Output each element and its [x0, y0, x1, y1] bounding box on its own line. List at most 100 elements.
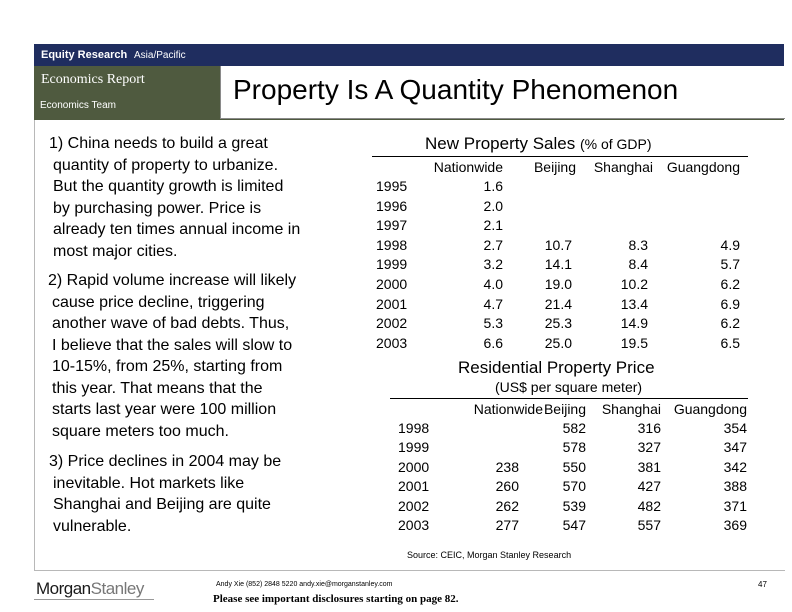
paragraph-line: by purchasing power. Price is	[53, 199, 262, 217]
table-cell: 277	[495, 517, 519, 533]
paragraph-line: 1) China needs to build a great	[49, 135, 268, 152]
row-year: 2001	[398, 478, 430, 495]
price-table-divider	[390, 398, 748, 399]
table-cell: 4.0	[483, 276, 503, 292]
paragraph-line: vulnerable.	[53, 517, 132, 535]
table-cell: 6.6	[483, 334, 503, 351]
table-cell: 8.3	[628, 236, 648, 253]
table-cell: 5.3	[483, 315, 503, 332]
top-banner: Equity Research Asia/Pacific	[34, 44, 784, 66]
analyst-contact: Andy Xie (852) 2848 5220 andy.xie@morgan…	[216, 581, 393, 588]
table-cell: 14.9	[620, 315, 648, 332]
table-cell: 3.2	[483, 256, 503, 273]
table-cell: 369	[723, 517, 747, 533]
table-cell: 2.0	[483, 197, 503, 214]
sales-table: Nationwide Beijing Shanghai Guangdong 1995 1.…	[372, 159, 748, 354]
paragraph-line: 2) Rapid volume increase will likely	[48, 272, 297, 289]
column-header: Shanghai	[601, 401, 661, 417]
price-table-title: Residential Property Price	[458, 358, 655, 377]
sales-table-divider	[372, 156, 748, 157]
column-header: Beijing	[543, 401, 586, 417]
logo-stanley: Stanley	[90, 579, 145, 598]
morgan-stanley-logo: MorganStanley	[36, 579, 144, 599]
slide-area	[34, 44, 785, 571]
table-cell: 354	[723, 420, 747, 436]
paragraph-3: 3) Price declines in 2004 may be inevitab…	[49, 451, 281, 537]
table-cell: 8.4	[628, 256, 648, 273]
paragraph-line: But the quantity growth is limited	[53, 178, 284, 195]
page-title: Property Is A Quantity Phenomenon	[233, 74, 679, 105]
row-year: 2001	[376, 295, 408, 312]
column-header: Guangdong	[666, 159, 740, 175]
column-header: Nationwide	[473, 401, 543, 417]
column-header: Shanghai	[593, 159, 653, 175]
paragraph-1: 1) China needs to build a great quantity …	[49, 133, 300, 262]
row-year: 2000	[398, 458, 430, 475]
row-year: 2002	[376, 315, 408, 332]
paragraph-line: I believe that the sales will slow to	[52, 336, 293, 354]
table-cell: 10.7	[544, 236, 572, 253]
table-cell: 557	[637, 517, 661, 533]
table-cell: 2.1	[483, 217, 503, 234]
table-cell: 260	[495, 478, 519, 495]
disclosure-note: Please see important disclosures startin…	[213, 593, 459, 605]
paragraph-line: most major cities.	[53, 242, 178, 260]
region-label: Asia/Pacific	[134, 50, 186, 61]
table-cell: 6.2	[720, 276, 740, 292]
table-cell: 13.4	[620, 295, 648, 312]
price-table-subtitle: (US$ per square meter)	[495, 379, 643, 395]
table-cell: 2.7	[483, 236, 503, 253]
report-type-label: Economics Report	[41, 72, 145, 87]
table-cell: 482	[637, 497, 661, 514]
table-cell: 21.4	[544, 295, 572, 312]
paragraph-line: 3) Price declines in 2004 may be	[49, 453, 282, 470]
title-box: Property Is A Quantity Phenomenon	[220, 66, 785, 119]
sales-table-title: New Property Sales (% of GDP)	[425, 134, 652, 154]
table-cell: 388	[723, 478, 747, 495]
paragraph-line: Shanghai and Beijing are quite	[53, 496, 271, 513]
row-year: 2000	[376, 276, 408, 292]
table-cell: 550	[562, 458, 586, 475]
paragraph-line: already ten times annual income in	[53, 221, 301, 238]
table-cell: 381	[637, 458, 661, 475]
row-year: 1999	[398, 439, 430, 456]
equity-research-label: Equity Research	[41, 49, 128, 61]
table-cell: 327	[637, 439, 661, 456]
column-header: Guangdong	[673, 401, 747, 417]
row-year: 1998	[398, 420, 430, 436]
paragraph-line: square meters too much.	[52, 422, 229, 440]
row-year: 2003	[398, 517, 430, 533]
paragraph-line: this year. That means that the	[52, 379, 263, 397]
table-cell: 342	[723, 458, 747, 475]
row-year: 2002	[398, 497, 430, 514]
row-year: 1998	[376, 236, 408, 253]
row-year: 1995	[376, 178, 408, 194]
paragraph-line: starts last year were 100 million	[52, 401, 277, 418]
paragraph-line: another wave of bad debts. Thus,	[52, 315, 290, 332]
table-cell: 4.7	[483, 295, 503, 312]
table-cell: 19.5	[620, 334, 648, 351]
paragraph-line: 10-15%, from 25%, starting from	[52, 358, 283, 375]
sales-table-title-text: New Property Sales	[425, 134, 576, 153]
paragraph-line: quantity of property to urbanize.	[53, 156, 279, 174]
table-cell: 238	[495, 458, 519, 475]
table-cell: 262	[495, 497, 519, 514]
table-cell: 25.0	[544, 334, 572, 351]
table-cell: 578	[562, 439, 586, 456]
table-cell: 19.0	[544, 276, 572, 292]
table-cell: 539	[562, 497, 586, 514]
row-year: 2003	[376, 334, 408, 351]
logo-morgan: Morgan	[36, 579, 91, 598]
column-header: Nationwide	[433, 159, 503, 175]
column-header: Beijing	[533, 159, 576, 175]
table-cell: 316	[637, 420, 661, 436]
table-cell: 570	[562, 478, 586, 495]
sales-table-unit: (% of GDP)	[579, 136, 652, 152]
logo-underline	[34, 599, 154, 600]
source-note: Source: CEIC, Morgan Stanley Research	[407, 550, 572, 560]
table-cell: 582	[562, 420, 586, 436]
table-cell: 5.7	[720, 256, 740, 273]
table-cell: 1.6	[483, 178, 503, 194]
paragraph-2: 2) Rapid volume increase will likely caus…	[48, 270, 296, 442]
table-cell: 6.2	[720, 315, 740, 332]
